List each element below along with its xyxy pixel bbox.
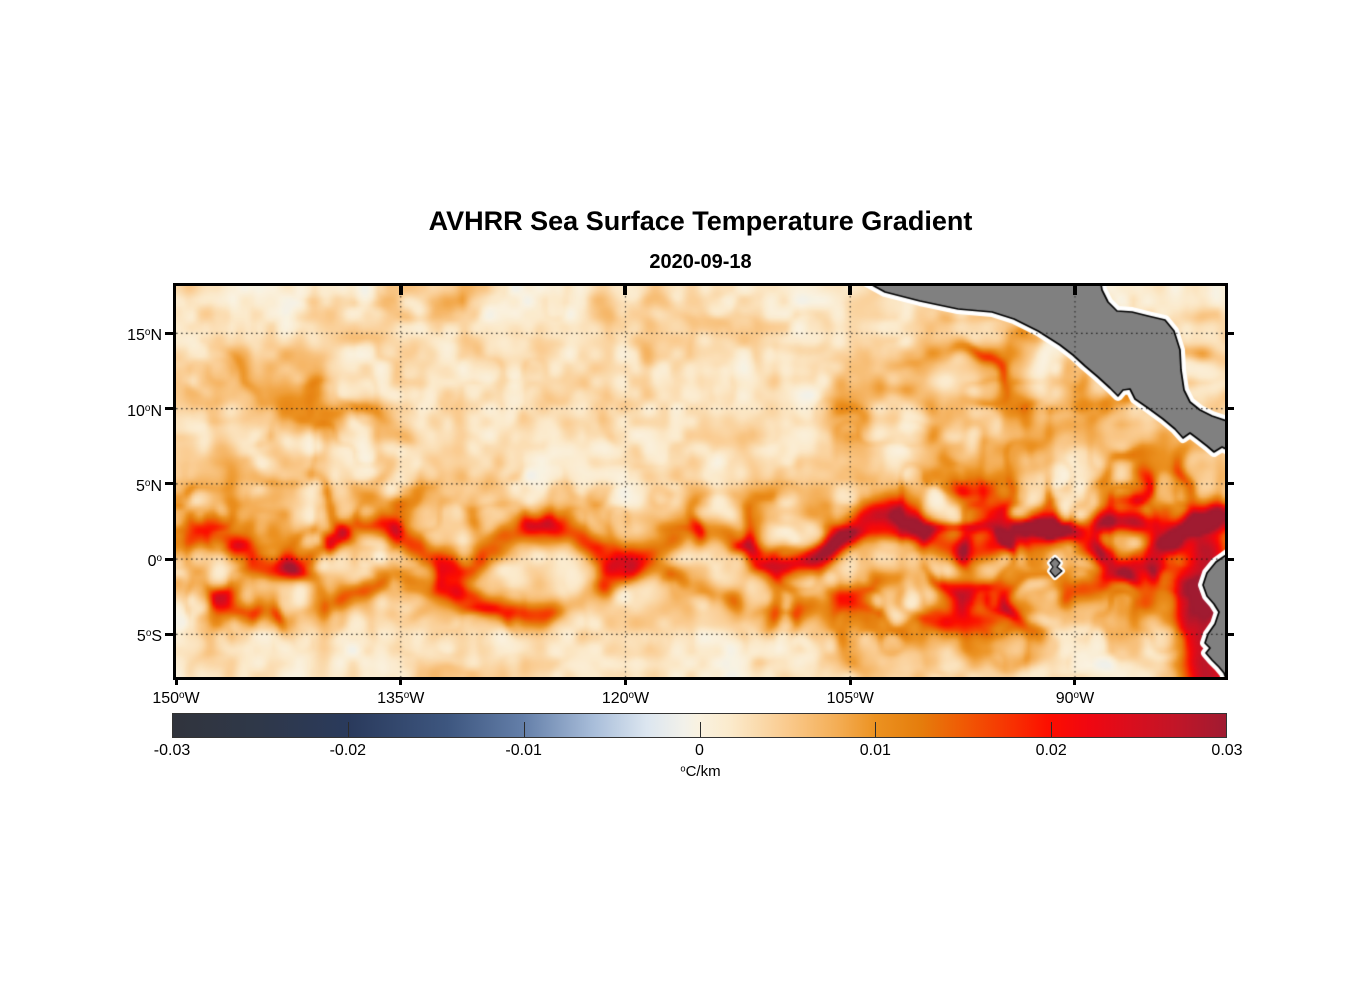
- plot-frame: [173, 283, 1228, 680]
- colorbar-tick-label: 0.02: [1035, 742, 1067, 759]
- y-tick-label: 5oN: [136, 477, 162, 495]
- colorbar-tick-label: 0: [695, 742, 704, 759]
- y-axis-tick: [165, 407, 176, 411]
- x-axis-tick: [848, 677, 852, 685]
- x-tick-label: 150oW: [152, 689, 200, 707]
- x-tick-label: 120oW: [601, 689, 650, 707]
- colorbar-tick-label: 0.01: [859, 742, 891, 759]
- y-tick-label: 0o: [147, 553, 162, 571]
- y-axis-tick-right: [1225, 331, 1234, 335]
- colorbar-tick: [523, 722, 525, 737]
- colorbar-tick: [347, 722, 349, 737]
- y-axis-tick: [165, 482, 176, 486]
- figure-title: AVHRR Sea Surface Temperature Gradient: [428, 206, 973, 236]
- colorbar-tick-label: 0.03: [1211, 742, 1243, 759]
- colorbar-tick: [875, 722, 877, 737]
- y-tick-label: 15oN: [127, 327, 162, 345]
- y-tick-label: 5oS: [136, 628, 162, 646]
- y-axis-tick: [165, 331, 176, 335]
- y-axis-tick: [165, 557, 176, 561]
- colorbar-tick-label: -0.02: [329, 742, 367, 759]
- x-axis-tick-top: [1072, 286, 1077, 295]
- y-axis-tick-right: [1225, 557, 1234, 561]
- y-tick-label: 10oN: [127, 402, 162, 420]
- y-axis-tick-right: [1225, 632, 1234, 636]
- x-tick-label: 90oW: [1055, 689, 1095, 707]
- y-axis-tick-right: [1225, 407, 1234, 411]
- y-axis-tick-right: [1225, 482, 1234, 486]
- colorbar-tick-label: -0.03: [153, 742, 191, 759]
- x-tick-label: 135oW: [377, 689, 425, 707]
- colorbar-tick-label: -0.01: [505, 742, 542, 759]
- sst-gradient-heatmap: [176, 286, 1225, 677]
- colorbar-unit-label: oC/km: [680, 763, 721, 780]
- x-axis-tick: [623, 677, 627, 685]
- x-tick-label: 105oW: [826, 689, 874, 707]
- x-axis-tick: [1073, 677, 1077, 685]
- x-axis-tick-top: [623, 286, 628, 295]
- y-axis-tick: [165, 632, 176, 636]
- x-axis-tick: [399, 677, 403, 685]
- figure-subtitle: 2020-09-18: [649, 251, 752, 273]
- colorbar-tick: [1051, 722, 1053, 737]
- x-axis-tick: [174, 677, 178, 685]
- x-axis-tick-top: [398, 286, 403, 295]
- x-axis-tick-top: [848, 286, 853, 295]
- colorbar-tick: [699, 722, 701, 737]
